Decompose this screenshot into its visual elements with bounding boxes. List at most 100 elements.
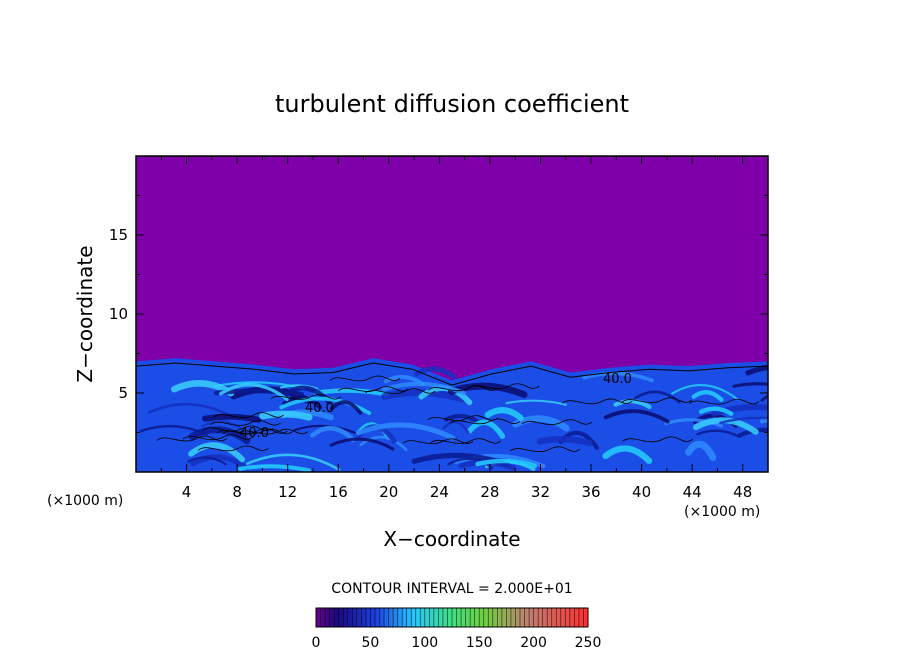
x-axis: 4 8 12 16 20 24 28 32 36 40 44 48 [160, 156, 752, 501]
contour-line [237, 428, 309, 435]
x-tick-label: 28 [480, 483, 499, 501]
turbulence-streak [475, 458, 538, 469]
y-tick-label: 5 [118, 384, 128, 402]
turbulence-streak [512, 415, 570, 432]
x-unit-label: (×1000 m) [684, 504, 760, 520]
contour-lines [136, 362, 768, 453]
contour-interval: CONTOUR INTERVAL = 2.000E+01 [331, 581, 572, 597]
x-tick-label: 4 [182, 483, 192, 501]
contour-line [156, 435, 228, 442]
y-tick-label: 10 [109, 305, 128, 323]
colorbar-tick-label: 50 [361, 635, 379, 651]
contour-line [197, 445, 269, 452]
z-unit-label: (×1000 m) [47, 493, 123, 509]
turbulence-streak [536, 436, 594, 447]
colorbar-tick-label: 150 [466, 635, 493, 651]
colorbar-tick-label: 200 [520, 635, 547, 651]
contour-line [182, 434, 254, 441]
turbulence-streak [293, 424, 357, 434]
turbulence-streak [505, 399, 568, 406]
turbulence-streak [190, 454, 250, 471]
contour-line [202, 425, 274, 432]
contour-line [213, 412, 284, 418]
turbulence-streak [484, 407, 524, 421]
x-tick-label: 36 [581, 483, 600, 501]
contour-line [216, 428, 288, 435]
turbulence-streak [201, 420, 244, 431]
colorbar-tick-label: 100 [411, 635, 438, 651]
contour-line [521, 419, 593, 425]
turbulence-streak [613, 399, 652, 410]
turbulence-streak [582, 371, 654, 383]
turbulence-streak [442, 420, 470, 434]
x-tick-label: 8 [232, 483, 242, 501]
contour-line [509, 446, 581, 453]
turbulence-streak [745, 364, 768, 376]
turbulence-streak [202, 413, 262, 423]
contour-line [622, 436, 693, 443]
colorbar-ticks: 0 50 100 150 200 250 [312, 635, 602, 651]
turbulence-streaks [139, 364, 768, 472]
contour-label: 40.0 [305, 401, 334, 416]
turbulence-streak [313, 388, 390, 397]
x-tick-label: 12 [278, 483, 297, 501]
colorbar-tick-label: 0 [312, 635, 321, 651]
turbulence-streak [259, 410, 313, 421]
turbulence-streak [329, 400, 363, 415]
turbulence-streak [147, 402, 235, 419]
contour-line [430, 438, 501, 444]
turbulence-streak [443, 413, 481, 425]
contour-line [210, 420, 281, 426]
contour-line [449, 418, 521, 425]
turbulence-streak [759, 417, 768, 424]
x-tick-label: 24 [430, 483, 449, 501]
turbulence-streak [447, 457, 494, 470]
x-tick-label: 16 [329, 483, 348, 501]
turbulence-streak [355, 422, 456, 441]
turbulence-streak [602, 445, 653, 465]
turbulence-streak [664, 418, 724, 428]
x-tick-label: 48 [733, 483, 752, 501]
x-tick-label: 40 [632, 483, 651, 501]
chart-title: turbulent diffusion coefficient [275, 90, 629, 118]
contour-line [365, 388, 436, 394]
turbulence-streak [732, 382, 768, 388]
turbulence-streak [383, 375, 425, 387]
contour-label: 40.0 [240, 426, 269, 441]
turbulence-streak [634, 390, 681, 404]
turbulence-streak [279, 396, 372, 416]
contour-line [270, 394, 342, 400]
contour-line [427, 415, 499, 421]
colorbar-tick-label: 250 [575, 635, 602, 651]
turbulence-streak [760, 394, 768, 402]
x-tick-label: 44 [683, 483, 702, 501]
turbulence-streak [310, 426, 356, 443]
y-tick-label: 15 [109, 226, 128, 244]
contour-line [337, 386, 409, 392]
contour-line [136, 362, 768, 386]
turbulence-streak [698, 406, 734, 416]
x-tick-label: 20 [379, 483, 398, 501]
contour-line [402, 438, 474, 445]
y-axis-label: Z−coordinate [73, 245, 97, 382]
contour-label: 40.0 [603, 372, 632, 387]
turbulence-streak [238, 464, 311, 472]
x-axis-label: X−coordinate [383, 527, 520, 551]
turbulence-streak [188, 442, 246, 463]
contour-line [621, 397, 693, 404]
turbulence-streak [359, 435, 408, 452]
turbulence-streak [691, 390, 724, 402]
turbulence-streak [671, 383, 739, 401]
turbulence-streak [246, 453, 341, 471]
turbulence-streak [685, 440, 717, 461]
contour-line [561, 398, 633, 405]
contour-line [688, 398, 760, 405]
y-axis: 5 10 15 [109, 195, 768, 433]
x-tick-label: 32 [531, 483, 550, 501]
contour-line [329, 375, 401, 382]
plot-area [136, 156, 768, 472]
turbulence-streak [219, 383, 289, 402]
colorbar: 0 50 100 150 200 250 [312, 607, 602, 651]
turbulence-streak [719, 416, 768, 425]
turbulence-streak [329, 437, 395, 451]
